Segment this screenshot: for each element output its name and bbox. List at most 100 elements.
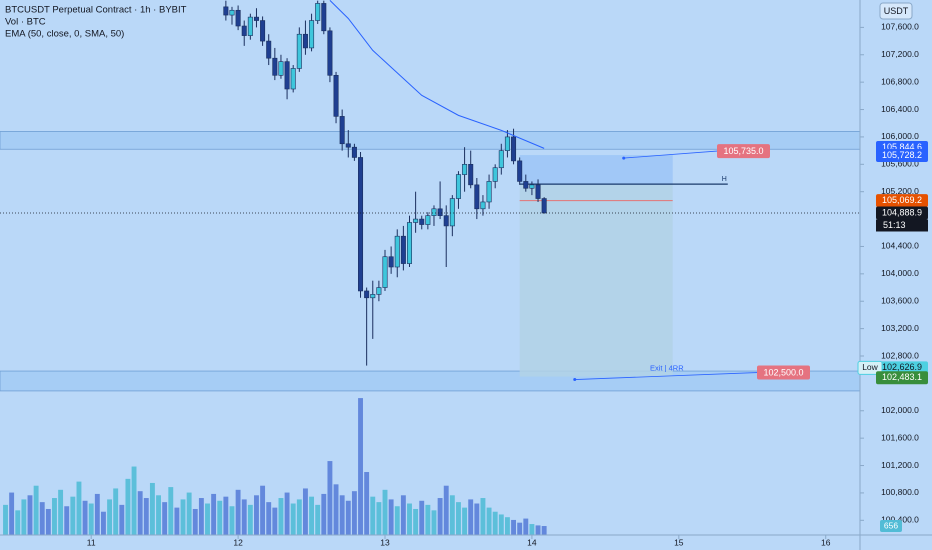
exit-text: Exit | 4RR: [650, 364, 684, 373]
line-label: H: [722, 176, 727, 183]
target-label: 105,735.0: [723, 146, 763, 156]
currency-box[interactable]: [879, 2, 913, 20]
volume-bar: [486, 507, 492, 535]
plot-area: H: [0, 0, 860, 535]
volume-bar: [333, 484, 339, 535]
volume-bar: [9, 492, 15, 535]
exit-label-box: [757, 365, 810, 380]
y-tick-label: 107,600.0: [881, 22, 919, 32]
volume-bar: [58, 489, 64, 535]
volume-bar: [192, 508, 198, 535]
volume-bar: [21, 499, 27, 535]
volume-bar: [33, 485, 39, 535]
volume-bar: [419, 500, 425, 535]
candle-body: [400, 235, 406, 264]
candle-body: [284, 61, 290, 90]
volume-bar: [149, 482, 155, 535]
callout-anchor: [622, 156, 626, 160]
volume-bar: [327, 461, 333, 535]
candle-body: [370, 294, 376, 299]
volume-bar: [351, 491, 357, 535]
volume-bar: [205, 503, 210, 535]
volume-bar: [64, 506, 70, 535]
volume-bar: [504, 517, 510, 535]
exit-area: [519, 184, 673, 377]
volume-bar: [247, 504, 253, 535]
candle-body: [462, 164, 468, 175]
volume-bar: [260, 485, 266, 535]
volume-bar: [394, 506, 400, 535]
volume-bar: [296, 499, 302, 535]
price-label: 104,888.9: [882, 207, 922, 217]
volume-bar: [180, 499, 186, 535]
tag: Low: [862, 362, 878, 372]
x-tick-label: 13: [380, 537, 390, 547]
volume-bar: [431, 510, 437, 535]
currency[interactable]: USDT: [884, 6, 909, 16]
volume-bar: [254, 495, 259, 535]
price-label: 102,483.1: [882, 372, 922, 382]
price-label-box: [876, 361, 928, 375]
y-tick-label: 100,800.0: [881, 487, 919, 497]
volume-bar: [480, 498, 486, 535]
volume-bar: [290, 503, 296, 535]
candle-body: [480, 201, 486, 210]
y-tick-label: 102,800.0: [881, 350, 919, 360]
x-tick-label: 16: [821, 537, 831, 547]
candle-body: [351, 146, 357, 158]
candle-body: [382, 256, 388, 288]
countdown: 51:13: [883, 220, 906, 230]
candle-body: [406, 222, 412, 264]
y-tick-label: 102,000.0: [881, 405, 919, 415]
volume-bar: [413, 508, 419, 535]
y-tick-label: 106,000.0: [881, 131, 919, 141]
volume-bar: [517, 522, 523, 535]
candle-body: [529, 184, 535, 189]
volume-bar: [370, 496, 376, 535]
volume-bar: [125, 478, 131, 535]
volume-bar: [229, 506, 235, 535]
volume-bar: [511, 519, 516, 535]
candle-body: [345, 143, 351, 148]
volume-bar: [309, 496, 315, 535]
ema-line: [329, 0, 545, 149]
y-tick-label: 104,000.0: [881, 268, 919, 278]
x-tick-label: 15: [674, 537, 684, 547]
volume-bar: [364, 472, 370, 535]
volume-bar: [437, 498, 443, 535]
volume-bar: [156, 495, 161, 535]
volume-label: 656: [884, 520, 898, 530]
volume-bar: [425, 504, 431, 535]
candle-body: [523, 181, 529, 189]
candle-body: [449, 198, 455, 227]
volume-bar: [198, 498, 204, 535]
candle-body: [443, 215, 449, 227]
x-tick-label: 11: [87, 537, 96, 547]
candle-body: [290, 68, 296, 90]
volume-bar: [52, 498, 57, 535]
candle-body: [302, 33, 308, 49]
y-tick-label: 106,800.0: [881, 76, 919, 86]
volume-bar: [278, 498, 284, 535]
volume-bar: [456, 502, 461, 535]
price-label-box: [876, 206, 928, 220]
volume-bar: [541, 526, 547, 535]
candle-body: [511, 136, 517, 162]
volume-bar: [535, 525, 541, 535]
candle-body: [229, 9, 235, 16]
volume-bar: [76, 481, 82, 535]
candle-body: [492, 167, 498, 182]
candle-body: [321, 3, 327, 32]
volume-bar: [88, 503, 94, 535]
volume-bar: [162, 502, 168, 535]
candle-body: [376, 287, 382, 295]
volume-bar: [241, 499, 247, 535]
y-tick-label: 101,200.0: [881, 460, 919, 470]
y-tick-label: 105,200.0: [881, 186, 919, 196]
candle-body: [468, 164, 474, 186]
candle-body: [223, 6, 229, 16]
y-tick-label: 101,600.0: [881, 432, 919, 442]
volume-bar: [15, 510, 21, 535]
